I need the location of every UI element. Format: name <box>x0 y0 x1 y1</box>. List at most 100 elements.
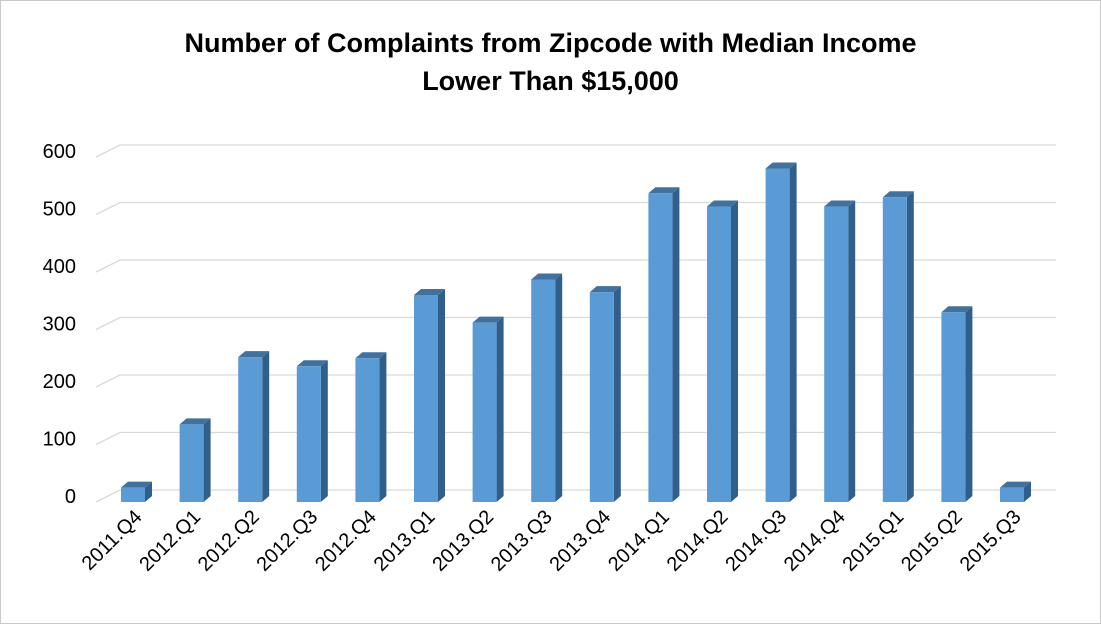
gridline-100 <box>95 431 1056 446</box>
bar-front <box>648 193 673 502</box>
bar-top <box>941 306 973 313</box>
bar-side <box>320 360 328 502</box>
bar-side <box>1024 481 1031 502</box>
bar-2013.Q2 <box>472 316 504 502</box>
gridline-400 <box>95 259 1056 273</box>
bar-front <box>941 312 966 502</box>
x-tick-label: 2012.Q3 <box>253 506 323 576</box>
bar-front <box>472 322 497 502</box>
bar-top <box>238 351 270 358</box>
bar-top <box>121 481 152 488</box>
bar-2012.Q3 <box>296 360 328 502</box>
x-tick-label: 2012.Q1 <box>135 506 205 576</box>
bar-front <box>589 292 614 502</box>
bar-side <box>613 286 621 502</box>
bar-side <box>731 200 738 502</box>
y-tick-label: 300 <box>43 314 76 336</box>
x-tick-label: 2015.Q1 <box>839 506 909 576</box>
chart-title-line-2: Lower Than $15,000 <box>422 66 679 96</box>
bar-top <box>707 200 738 207</box>
bar-front <box>824 206 849 502</box>
chart-title: Number of Complaints from Zipcode with M… <box>0 24 1101 100</box>
bar-2012.Q1 <box>179 418 211 502</box>
gridline-300 <box>95 316 1056 331</box>
bar-2012.Q2 <box>238 351 270 502</box>
bar-top <box>765 162 797 169</box>
bar-top <box>296 360 328 367</box>
bar-front <box>1000 487 1024 502</box>
bar-2014.Q1 <box>648 187 680 502</box>
bar-side <box>379 352 387 502</box>
bar-2013.Q1 <box>414 289 445 502</box>
bar-2014.Q3 <box>765 162 797 502</box>
bar-side <box>438 289 445 502</box>
bar-side <box>496 316 504 502</box>
bar-front <box>179 424 204 502</box>
bar-front <box>355 358 380 502</box>
chart-title-line-1: Number of Complaints from Zipcode with M… <box>184 28 917 58</box>
bar-front <box>765 168 790 502</box>
x-tick-label: 2013.Q4 <box>546 506 616 576</box>
bar-2012.Q4 <box>355 352 387 502</box>
bar-front <box>707 206 731 502</box>
bar-top <box>472 316 504 323</box>
bar-2015.Q2 <box>941 306 973 502</box>
bar-top <box>882 191 914 198</box>
x-tick-label: 2014.Q4 <box>780 506 850 576</box>
bar-side <box>848 200 856 502</box>
y-tick-label: 500 <box>43 199 76 221</box>
bar-front <box>531 279 556 502</box>
gridline-200 <box>95 374 1056 388</box>
bar-side <box>965 306 973 502</box>
x-tick-label: 2013.Q2 <box>428 506 498 576</box>
y-tick-label: 200 <box>43 371 76 393</box>
x-tick-label: 2012.Q4 <box>311 506 381 576</box>
x-axis-ticks: 2011.Q42012.Q12012.Q22012.Q32012.Q42013.… <box>78 506 1026 576</box>
bar-front <box>121 487 145 502</box>
bar-front <box>414 295 438 502</box>
bar-2015.Q3 <box>1000 481 1031 502</box>
bar-2013.Q3 <box>531 273 563 502</box>
bar-top <box>179 418 211 425</box>
bar-2014.Q4 <box>824 200 856 502</box>
bar-top <box>824 200 856 207</box>
x-tick-label: 2014.Q3 <box>721 506 791 576</box>
bar-2013.Q4 <box>589 286 621 502</box>
bar-front <box>238 357 263 502</box>
bar-top <box>355 352 387 359</box>
gridlines <box>95 144 1056 503</box>
bar-side <box>203 418 211 502</box>
x-tick-label: 2011.Q4 <box>78 506 147 575</box>
y-axis-ticks: 0 100 200 300 400 500 600 <box>43 141 76 508</box>
x-tick-label: 2013.Q1 <box>370 506 440 576</box>
bar-front <box>882 197 907 502</box>
x-tick-label: 2015.Q2 <box>897 506 967 576</box>
gridline-500 <box>95 201 1056 216</box>
bar-side <box>672 187 680 502</box>
bar-top <box>414 289 445 295</box>
bar-2014.Q2 <box>707 200 738 502</box>
bars <box>121 162 1031 502</box>
bar-side <box>262 351 270 502</box>
x-tick-label: 2013.Q3 <box>487 506 557 576</box>
x-tick-label: 2012.Q2 <box>194 506 264 576</box>
bar-side <box>145 481 152 502</box>
bar-side <box>789 162 797 502</box>
bar-2011.Q4 <box>121 481 152 502</box>
gridline-600 <box>95 144 1056 158</box>
bar-side <box>906 191 914 502</box>
x-tick-label: 2014.Q1 <box>604 506 674 576</box>
bar-front <box>296 366 321 502</box>
bar-top <box>531 273 563 280</box>
x-tick-label: 2015.Q3 <box>956 506 1026 576</box>
y-tick-label: 400 <box>43 256 76 278</box>
x-tick-label: 2014.Q2 <box>663 506 733 576</box>
y-tick-label: 0 <box>65 486 76 508</box>
bar-2015.Q1 <box>882 191 914 502</box>
bar-top <box>589 286 621 293</box>
bar-top <box>1000 481 1031 488</box>
y-tick-label: 100 <box>43 429 76 451</box>
gridline-0 <box>95 489 1056 503</box>
bar-top <box>648 187 680 194</box>
